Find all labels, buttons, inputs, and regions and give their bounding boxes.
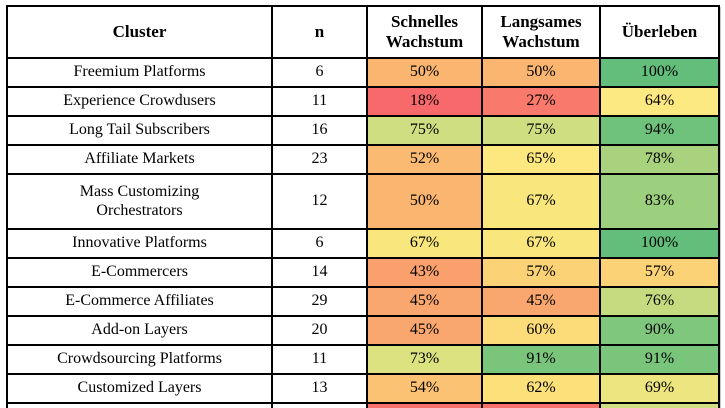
fast-growth-value-cell: 45% — [366, 315, 483, 346]
cluster-name-cell: Mass Customizing Orchestrators — [6, 173, 273, 230]
slow-growth-value-cell: 27% — [481, 86, 601, 117]
survival-value-cell: 75% — [599, 402, 720, 408]
fast-growth-value-cell: 50% — [366, 57, 483, 88]
slow-growth-value-cell: 91% — [481, 344, 601, 375]
column-header-survival: Überleben — [599, 5, 720, 59]
fast-growth-value-cell: 54% — [366, 373, 483, 404]
column-header-slow-growth: Langsames Wachstum — [481, 5, 601, 59]
cluster-name-cell: Freemium Platforms — [6, 57, 273, 88]
fast-growth-value-cell: 52% — [366, 144, 483, 175]
fast-growth-value-cell: 50% — [366, 173, 483, 230]
cluster-name-cell: E-Commerce Affiliates — [6, 286, 273, 317]
n-cell: 20 — [271, 315, 368, 346]
table-body: Freemium Platforms 6 50% 50% 100% Experi… — [6, 57, 720, 408]
slow-growth-value-cell: 45% — [481, 286, 601, 317]
table-row: Long Tail Subscribers 16 75% 75% 94% — [6, 115, 720, 146]
header-row: Cluster n Schnelles Wachstum Langsames W… — [6, 5, 720, 59]
n-cell: 6 — [271, 57, 368, 88]
n-cell: 29 — [271, 286, 368, 317]
survival-value-cell: 100% — [599, 228, 720, 259]
survival-value-cell: 83% — [599, 173, 720, 230]
table-row: Experience Crowdusers 11 18% 27% 64% — [6, 86, 720, 117]
column-header-n: n — [271, 5, 368, 59]
survival-value-cell: 100% — [599, 57, 720, 88]
cluster-name-cell: Affiliate Markets — [6, 144, 273, 175]
table-row: Add-on Layers 20 45% 60% 90% — [6, 315, 720, 346]
cluster-name-cell: Add-on Layers — [6, 315, 273, 346]
cluster-name-cell: Innovative Platforms — [6, 228, 273, 259]
survival-value-cell: 57% — [599, 257, 720, 288]
table-row: Customized Layers 13 54% 62% 69% — [6, 373, 720, 404]
cluster-results-table: Cluster n Schnelles Wachstum Langsames W… — [6, 5, 720, 408]
fast-growth-value-cell: 25% — [366, 402, 483, 408]
cluster-name-cell: E-Commercers — [6, 257, 273, 288]
n-cell: 16 — [271, 115, 368, 146]
cluster-name-cell: Hidden Revenue Markets — [6, 402, 273, 408]
survival-value-cell: 76% — [599, 286, 720, 317]
cluster-name-cell: Long Tail Subscribers — [6, 115, 273, 146]
fast-growth-value-cell: 75% — [366, 115, 483, 146]
table-header: Cluster n Schnelles Wachstum Langsames W… — [6, 5, 720, 59]
slow-growth-value-cell: 25% — [481, 402, 601, 408]
n-cell: 11 — [271, 344, 368, 375]
survival-value-cell: 78% — [599, 144, 720, 175]
slow-growth-value-cell: 67% — [481, 228, 601, 259]
n-cell: 13 — [271, 373, 368, 404]
n-cell: 14 — [271, 257, 368, 288]
n-cell: 11 — [271, 86, 368, 117]
table-row: Hidden Revenue Markets 20 25% 25% 75% — [6, 402, 720, 408]
slow-growth-value-cell: 75% — [481, 115, 601, 146]
table-row: Freemium Platforms 6 50% 50% 100% — [6, 57, 720, 88]
table-row: Affiliate Markets 23 52% 65% 78% — [6, 144, 720, 175]
slow-growth-value-cell: 65% — [481, 144, 601, 175]
column-header-cluster: Cluster — [6, 5, 273, 59]
cluster-name-cell: Experience Crowdusers — [6, 86, 273, 117]
survival-value-cell: 91% — [599, 344, 720, 375]
column-header-fast-growth: Schnelles Wachstum — [366, 5, 483, 59]
table-row: E-Commercers 14 43% 57% 57% — [6, 257, 720, 288]
table-row: Crowdsourcing Platforms 11 73% 91% 91% — [6, 344, 720, 375]
n-cell: 12 — [271, 173, 368, 230]
fast-growth-value-cell: 18% — [366, 86, 483, 117]
fast-growth-value-cell: 43% — [366, 257, 483, 288]
fast-growth-value-cell: 73% — [366, 344, 483, 375]
slow-growth-value-cell: 67% — [481, 173, 601, 230]
table-row: E-Commerce Affiliates 29 45% 45% 76% — [6, 286, 720, 317]
table-row: Mass Customizing Orchestrators 12 50% 67… — [6, 173, 720, 230]
slow-growth-value-cell: 50% — [481, 57, 601, 88]
n-cell: 23 — [271, 144, 368, 175]
survival-value-cell: 94% — [599, 115, 720, 146]
cluster-name-cell: Crowdsourcing Platforms — [6, 344, 273, 375]
slow-growth-value-cell: 57% — [481, 257, 601, 288]
survival-value-cell: 69% — [599, 373, 720, 404]
n-cell: 20 — [271, 402, 368, 408]
slow-growth-value-cell: 62% — [481, 373, 601, 404]
fast-growth-value-cell: 45% — [366, 286, 483, 317]
survival-value-cell: 64% — [599, 86, 720, 117]
survival-value-cell: 90% — [599, 315, 720, 346]
slow-growth-value-cell: 60% — [481, 315, 601, 346]
fast-growth-value-cell: 67% — [366, 228, 483, 259]
table-row: Innovative Platforms 6 67% 67% 100% — [6, 228, 720, 259]
cluster-name-cell: Customized Layers — [6, 373, 273, 404]
n-cell: 6 — [271, 228, 368, 259]
